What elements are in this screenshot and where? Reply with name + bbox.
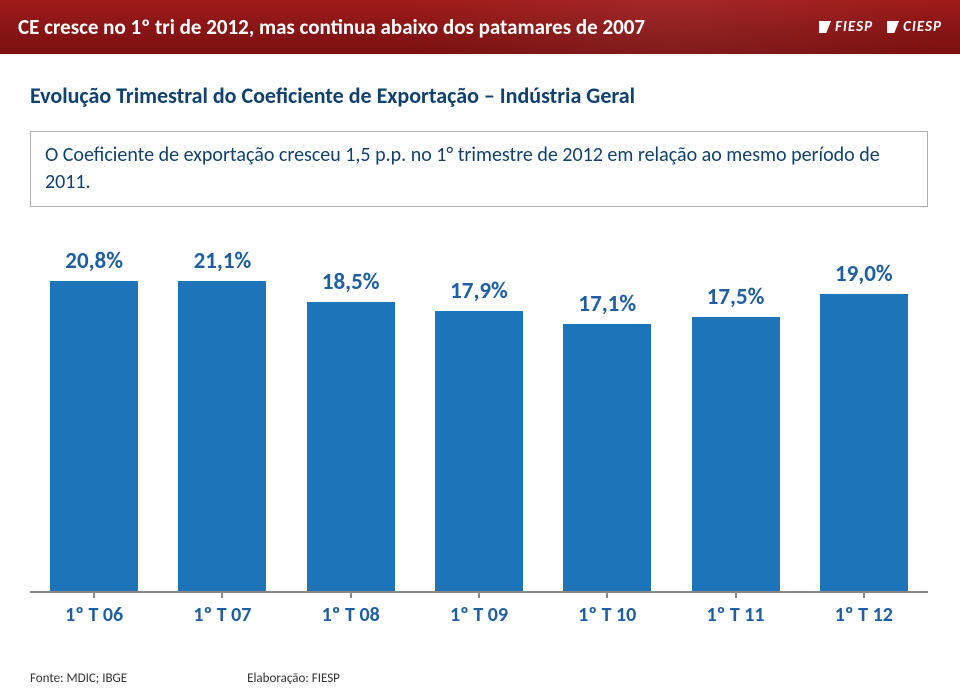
bars-row: 20,8% 21,1% 18,5% 17,9% 17,1% 17,5% 19,0% [30, 247, 928, 591]
content-area: Evolução Trimestral do Coeficiente de Ex… [0, 54, 960, 627]
x-axis-label: 1º T 09 [435, 597, 523, 627]
bar-column: 20,8% [50, 247, 138, 591]
footer: Fonte: MDIC; IBGE Elaboração: FIESP [30, 671, 340, 686]
bar-value-label: 18,5% [322, 268, 380, 296]
ciesp-logo-text: CIESP [903, 18, 942, 36]
bar-rect [307, 302, 395, 591]
bar-rect [435, 311, 523, 591]
logo-group: FIESP CIESP [819, 18, 942, 36]
x-axis-label: 1º T 12 [820, 597, 908, 627]
bar-column: 17,1% [563, 247, 651, 591]
elaboration-label: Elaboração: FIESP [247, 671, 340, 686]
bar-column: 21,1% [178, 247, 266, 591]
x-axis-labels: 1º T 06 1º T 07 1º T 08 1º T 09 1º T 10 1º T … [30, 597, 928, 627]
bar-value-label: 20,8% [65, 247, 123, 275]
x-axis-label: 1º T 11 [692, 597, 780, 627]
x-axis-label: 1º T 07 [178, 597, 266, 627]
fiesp-logo: FIESP [819, 18, 873, 36]
bar-column: 18,5% [307, 247, 395, 591]
bar-rect [692, 317, 780, 591]
bar-column: 19,0% [820, 247, 908, 591]
description-box: O Coeficiente de exportação cresceu 1,5 … [30, 131, 928, 207]
bar-value-label: 21,1% [194, 247, 252, 275]
bar-column: 17,9% [435, 247, 523, 591]
bar-rect [50, 281, 138, 591]
bar-chart: 20,8% 21,1% 18,5% 17,9% 17,1% 17,5% 19,0% 1º T… [30, 247, 928, 627]
fiesp-logo-mark [819, 21, 831, 33]
bar-value-label: 17,9% [450, 277, 508, 305]
subtitle: Evolução Trimestral do Coeficiente de Ex… [30, 82, 930, 109]
page-title: CE cresce no 1º tri de 2012, mas continu… [18, 14, 819, 40]
bar-value-label: 17,5% [707, 283, 765, 311]
fiesp-logo-text: FIESP [835, 18, 873, 36]
bar-rect [178, 281, 266, 591]
source-label: Fonte: MDIC; IBGE [30, 671, 127, 686]
bar-rect [820, 294, 908, 591]
ciesp-logo: CIESP [887, 18, 942, 36]
plot-area: 20,8% 21,1% 18,5% 17,9% 17,1% 17,5% 19,0% [30, 247, 928, 593]
x-axis-label: 1º T 08 [307, 597, 395, 627]
bar-value-label: 19,0% [835, 260, 893, 288]
ciesp-logo-mark [887, 21, 899, 33]
header-bar: CE cresce no 1º tri de 2012, mas continu… [0, 0, 960, 54]
x-axis-label: 1º T 10 [563, 597, 651, 627]
bar-column: 17,5% [692, 247, 780, 591]
x-axis-label: 1º T 06 [50, 597, 138, 627]
bar-value-label: 17,1% [578, 290, 636, 318]
bar-rect [563, 324, 651, 591]
